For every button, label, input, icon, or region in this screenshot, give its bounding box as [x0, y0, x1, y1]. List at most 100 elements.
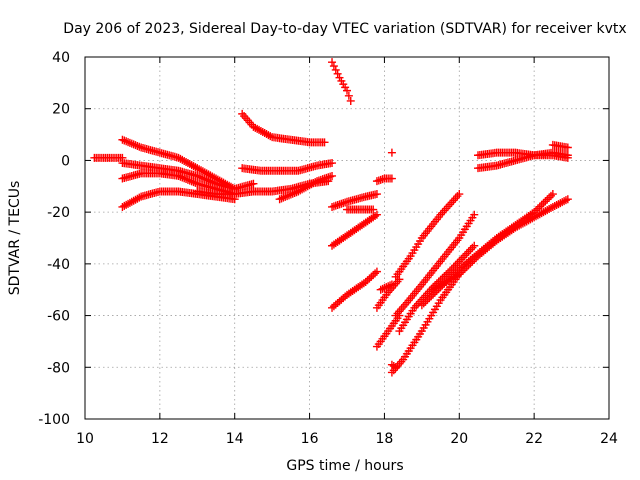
x-tick-label: 14 [226, 431, 244, 447]
data-point [455, 270, 464, 279]
data-point [457, 255, 466, 264]
data-point [328, 159, 337, 168]
data-series [387, 148, 396, 157]
data-point [191, 178, 200, 187]
data-point [391, 363, 400, 372]
data-point [453, 259, 462, 268]
data-point [541, 197, 550, 206]
data-point [344, 91, 353, 100]
data-point [556, 199, 565, 208]
data-point [371, 212, 380, 221]
data-series [372, 311, 404, 351]
data-point [440, 272, 449, 281]
data-point [438, 208, 447, 217]
data-point [122, 137, 131, 146]
data-point [548, 202, 557, 211]
data-point [290, 189, 299, 198]
x-tick-label: 16 [301, 431, 319, 447]
x-tick-label: 20 [450, 431, 468, 447]
data-point [361, 277, 370, 286]
data-point [363, 276, 372, 285]
data-point [118, 135, 127, 144]
data-series [372, 174, 396, 186]
data-point [329, 62, 338, 71]
data-point [386, 281, 395, 290]
data-point [563, 151, 572, 160]
data-point [459, 253, 468, 262]
data-point [193, 171, 202, 180]
data-point [389, 361, 398, 370]
data-point [459, 266, 468, 275]
data-point [546, 191, 555, 200]
data-series [238, 109, 329, 147]
data-point [455, 257, 464, 266]
data-series [391, 190, 464, 281]
data-point [535, 202, 544, 211]
data-point [440, 206, 449, 215]
x-axis-label: GPS time / hours [286, 458, 403, 474]
data-point [292, 188, 301, 197]
y-tick-label: -100 [38, 412, 70, 428]
data-point [382, 283, 391, 292]
data-series [474, 148, 572, 173]
data-point [331, 65, 340, 74]
data-point [127, 139, 136, 148]
data-point [466, 245, 475, 254]
data-point [372, 210, 381, 219]
data-point [369, 205, 378, 214]
data-point [189, 178, 198, 187]
data-point [442, 270, 451, 279]
data-point [455, 190, 464, 199]
y-axis: -100 -80 -60 -40 -20 0 20 40 [38, 50, 609, 428]
data-point [376, 285, 385, 294]
data-point [561, 196, 570, 205]
data-point [447, 198, 456, 207]
data-point [449, 263, 458, 272]
data-point [371, 269, 380, 278]
data-marks [90, 58, 572, 377]
data-point [387, 174, 396, 183]
data-point [266, 132, 275, 141]
data-point [182, 175, 191, 184]
data-point [558, 198, 567, 207]
data-point [372, 267, 381, 276]
data-point [183, 175, 192, 184]
data-point [187, 177, 196, 186]
y-tick-label: 40 [52, 50, 70, 66]
data-point [468, 257, 477, 266]
data-point [174, 171, 183, 180]
data-point [539, 199, 548, 208]
data-point [563, 143, 572, 152]
data-series [548, 140, 572, 152]
data-point [457, 268, 466, 277]
data-point [550, 202, 559, 211]
data-point [343, 86, 351, 95]
data-point [279, 193, 288, 202]
data-series [429, 195, 572, 294]
data-point [275, 195, 284, 204]
data-point [135, 142, 144, 151]
data-point [537, 200, 546, 209]
data-point [421, 297, 430, 306]
data-series [391, 210, 479, 320]
chart-title: Day 206 of 2023, Sidereal Day-to-day VTE… [63, 21, 626, 37]
data-point [288, 189, 297, 198]
data-series [328, 267, 381, 312]
data-point [129, 140, 138, 149]
data-point [372, 190, 381, 199]
y-tick-label: -80 [47, 360, 70, 376]
x-tick-label: 18 [376, 431, 394, 447]
data-point [135, 193, 144, 202]
x-axis: 10 12 14 16 18 20 22 24 [76, 57, 618, 447]
data-point [378, 284, 387, 293]
data-point [277, 194, 286, 203]
x-tick-label: 10 [76, 431, 94, 447]
data-point [552, 201, 561, 210]
data-series [328, 58, 355, 105]
x-tick-label: 24 [600, 431, 618, 447]
data-point [470, 241, 479, 250]
data-point [464, 247, 473, 256]
data-point [180, 174, 189, 183]
data-point [133, 141, 142, 150]
data-point [124, 138, 133, 147]
